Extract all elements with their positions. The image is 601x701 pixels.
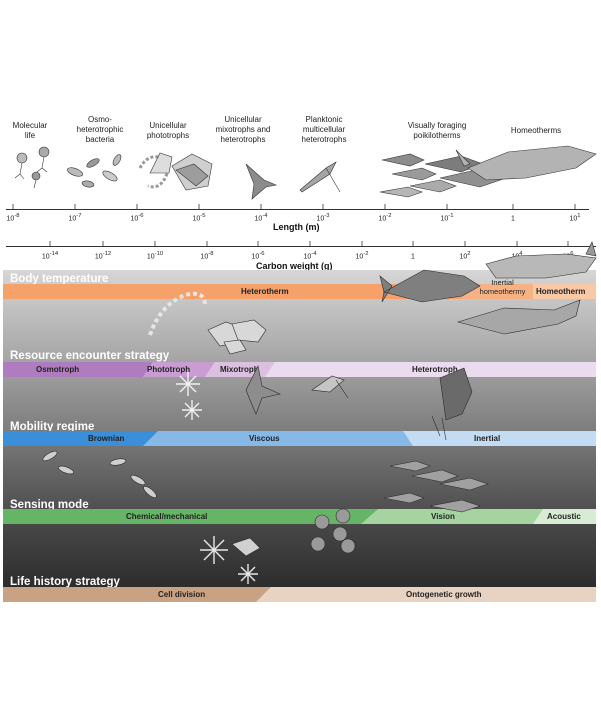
section-title-body-temperature: Body temperature bbox=[10, 273, 109, 285]
organism-illustrations-top bbox=[14, 145, 597, 200]
label-phototroph: Phototroph bbox=[147, 365, 191, 374]
group-label-visually-foraging: Visually foraging poikilotherms bbox=[407, 121, 467, 140]
label-inertial: Inertial bbox=[474, 434, 501, 443]
resource-encounter-bar bbox=[3, 362, 596, 377]
radiolarian-icon bbox=[176, 372, 202, 420]
life-history-bar bbox=[3, 587, 596, 602]
virus-icon bbox=[14, 146, 50, 189]
label-homeotherm: Homeotherm bbox=[536, 287, 586, 296]
copepod-icon bbox=[311, 375, 349, 399]
weight-tick: 10-10 bbox=[146, 251, 164, 261]
section-title-resource-encounter: Resource encounter strategy bbox=[10, 350, 170, 362]
tuna-icon bbox=[379, 269, 481, 303]
length-tick: 10-7 bbox=[68, 213, 82, 223]
section-title-mobility-regime: Mobility regime bbox=[10, 421, 95, 433]
cell-cluster-icon bbox=[207, 319, 267, 355]
whale-icon bbox=[455, 145, 597, 181]
label-heterotherm: Heterotherm bbox=[241, 287, 289, 296]
weight-tick: 10-4 bbox=[303, 251, 317, 261]
weight-tick: 10-6 bbox=[251, 251, 265, 261]
label-osmotroph: Osmotroph bbox=[36, 365, 80, 374]
length-tick: 10-6 bbox=[130, 213, 144, 223]
label-heterotroph: Heterotroph bbox=[412, 365, 458, 374]
section-title-sensing-mode: Sensing mode bbox=[10, 499, 89, 511]
section-title-life-history: Life history strategy bbox=[10, 576, 120, 588]
sensing-mode-bar bbox=[3, 509, 596, 524]
label-viscous: Viscous bbox=[249, 434, 280, 443]
label-vision: Vision bbox=[431, 512, 455, 521]
radiolarian-icon bbox=[200, 536, 258, 584]
length-axis-title: Length (m) bbox=[273, 222, 320, 232]
label-ontogenetic-growth: Ontogenetic growth bbox=[406, 590, 482, 599]
group-label-planktonic-multicellular: Planktonic multicellular heterotrophs bbox=[301, 115, 347, 144]
bacteria-icon bbox=[67, 154, 122, 188]
length-tick: 10-2 bbox=[378, 213, 392, 223]
group-label-homeotherms: Homeotherms bbox=[510, 126, 562, 135]
weight-tick: 1 bbox=[411, 253, 415, 261]
length-tick: 10-5 bbox=[192, 213, 206, 223]
mixotroph-icon bbox=[245, 365, 281, 415]
weight-tick: 102 bbox=[459, 251, 471, 261]
group-label-unicellular-mixotrophs: Unicellular mixotrophs and heterotrophs bbox=[215, 115, 271, 144]
label-mixotroph: Mixotroph bbox=[220, 365, 259, 374]
length-tick: 1 bbox=[511, 215, 515, 223]
weight-axis-ticks bbox=[49, 241, 569, 247]
mobility-regime-bar bbox=[3, 431, 596, 446]
weight-axis-line bbox=[6, 246, 596, 247]
length-axis-ticks bbox=[12, 204, 576, 210]
label-cell-division: Cell division bbox=[158, 590, 206, 599]
group-label-unicellular-phototrophs: Unicellular phototrophs bbox=[146, 121, 190, 140]
length-tick: 10-3 bbox=[316, 213, 330, 223]
phototroph-chain-icon bbox=[138, 152, 213, 191]
label-acoustic: Acoustic bbox=[547, 512, 581, 521]
group-label-osmoheterotrophic-bacteria: Osmo-heterotrophic bacteria bbox=[76, 115, 124, 144]
whale-icon bbox=[485, 253, 597, 279]
copepod-icon bbox=[299, 161, 341, 193]
length-tick: 10-1 bbox=[440, 213, 454, 223]
mixotroph-icon bbox=[245, 163, 278, 200]
group-label-molecular-life: Molecular life bbox=[12, 121, 48, 140]
weight-tick: 10-14 bbox=[41, 251, 59, 261]
length-tick: 101 bbox=[569, 213, 581, 223]
weight-tick: 10-2 bbox=[355, 251, 369, 261]
shark-icon bbox=[456, 299, 581, 335]
label-brownian: Brownian bbox=[88, 434, 125, 443]
weight-tick: 10-8 bbox=[200, 251, 214, 261]
label-chemical-mechanical: Chemical/mechanical bbox=[126, 512, 208, 521]
squid-icon bbox=[431, 367, 473, 441]
length-axis-line bbox=[6, 209, 589, 210]
weight-axis-title: Carbon weight (g) bbox=[256, 261, 333, 271]
bacteria-icon bbox=[42, 450, 157, 498]
fish-school-icon bbox=[383, 460, 489, 513]
sphere-cluster-icon bbox=[310, 508, 356, 554]
length-tick: 10-4 bbox=[254, 213, 268, 223]
fish-school-icon bbox=[379, 153, 507, 198]
organism-illustrations-panel bbox=[42, 241, 597, 584]
weight-tick: 10-12 bbox=[94, 251, 112, 261]
length-tick: 10-8 bbox=[6, 213, 20, 223]
label-inertial-homeothermy: Inertial homeothermy bbox=[479, 278, 526, 296]
diatom-chain-icon bbox=[148, 291, 207, 336]
